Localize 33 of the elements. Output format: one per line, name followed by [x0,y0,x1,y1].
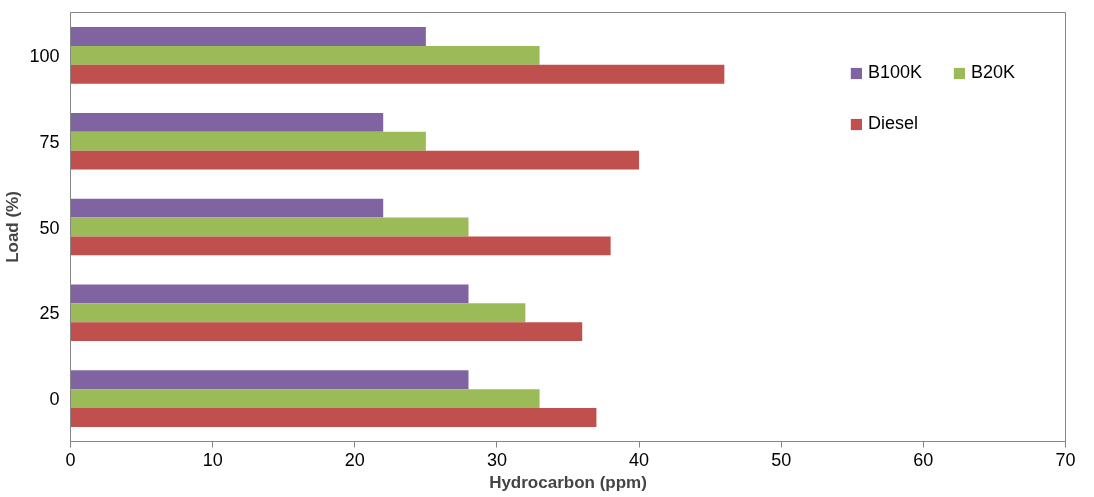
x-tick-label: 0 [65,449,76,470]
legend-label: B100K [867,62,922,83]
x-tick-label: 70 [1055,449,1076,470]
legend-label: B20K [970,62,1015,83]
y-tick-label: 0 [49,389,60,410]
x-tick-label: 60 [913,449,934,470]
y-tick-label: 75 [39,131,60,152]
bar [70,370,469,390]
y-tick-label: 100 [29,45,60,66]
bar [70,198,384,218]
y-axis-title: Load (%) [3,191,23,263]
y-tick-label: 25 [39,303,60,324]
x-tick-label: 10 [202,449,223,470]
bar [70,64,725,84]
bar [70,303,526,323]
bar [70,45,540,65]
bar [70,112,384,132]
x-tick-label: 30 [486,449,507,470]
bar [70,284,469,304]
bar [70,27,426,46]
x-tick-label: 20 [344,449,365,470]
bar [70,131,426,151]
legend-label: Diesel [867,113,918,134]
x-axis-title: Hydrocarbon (ppm) [489,472,647,492]
bar [70,322,583,342]
x-tick-label: 50 [771,449,792,470]
x-tick-label: 40 [629,449,650,470]
bar [70,236,611,256]
bar [70,408,597,427]
y-tick-label: 50 [39,217,60,238]
bar [70,150,640,170]
bar [70,389,540,409]
bar [70,217,469,237]
